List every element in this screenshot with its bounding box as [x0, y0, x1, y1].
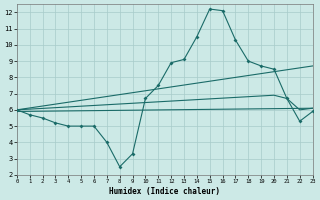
X-axis label: Humidex (Indice chaleur): Humidex (Indice chaleur)	[109, 187, 220, 196]
